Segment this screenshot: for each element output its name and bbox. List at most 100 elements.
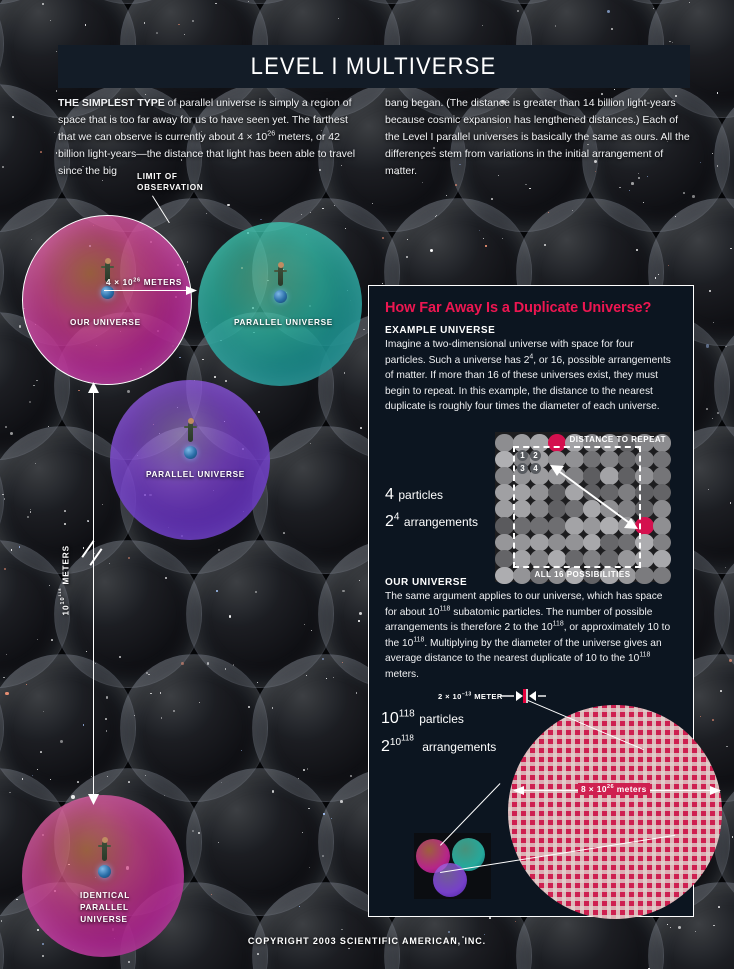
ours-exp-2: 118 [552, 620, 564, 628]
background-star [164, 576, 167, 579]
grid-cell [652, 550, 671, 568]
background-star [447, 931, 450, 933]
ours-exp-1: 118 [439, 605, 451, 613]
background-star [587, 143, 590, 146]
background-star [172, 709, 175, 712]
background-star [40, 151, 42, 153]
background-star [642, 201, 644, 203]
background-star [678, 926, 682, 930]
background-star [321, 129, 323, 131]
background-star [637, 172, 639, 174]
background-star [331, 818, 333, 820]
ours-body-b: subatomic particles. The number of possi… [385, 606, 653, 634]
background-star [341, 661, 343, 663]
limit-label-line1: LIMIT OF [137, 172, 178, 181]
parallel-universe-purple-sphere [110, 380, 270, 540]
background-star [29, 400, 32, 403]
grid-cell [495, 500, 514, 518]
background-star [198, 832, 200, 835]
grid-cell [652, 467, 671, 485]
background-star [430, 248, 434, 252]
background-star [711, 417, 714, 420]
background-star [42, 943, 45, 946]
background-star [202, 358, 205, 361]
grid-cell [565, 566, 584, 585]
figure-head [277, 262, 284, 268]
background-star [635, 249, 638, 252]
example-particles-count: 4 [385, 486, 394, 503]
example-universe-heading: EXAMPLE UNIVERSE [385, 325, 496, 336]
identical-label-line1: IDENTICAL [80, 891, 130, 900]
background-star [322, 855, 325, 858]
background-star [107, 776, 109, 778]
background-star [178, 23, 180, 25]
background-star [489, 916, 491, 919]
background-star [484, 934, 486, 936]
ours-arrangements-word: arrangements [422, 740, 497, 754]
example-particles-equation: 4 particles [385, 486, 443, 504]
grid-cell [600, 450, 619, 469]
example-body-exponent: 4 [529, 353, 534, 361]
grid-cell [530, 533, 549, 552]
page-title: LEVEL I MULTIVERSE [251, 52, 497, 80]
ours-body-c: , or approximately 10 to the 10 [385, 622, 671, 649]
background-star [257, 681, 259, 683]
distance-unit: METERS [61, 545, 71, 585]
background-star [10, 431, 14, 435]
background-star [731, 836, 734, 838]
identical-universe-planet [98, 865, 111, 878]
sixteen-possibilities-diagram: 1 2 3 4 DISTANCE TO REPEAT ALL 16 POSSIB… [495, 432, 671, 585]
identical-universe-figure [98, 837, 111, 863]
background-star [638, 177, 641, 180]
background-star [307, 768, 309, 770]
background-star [42, 2, 45, 5]
ours-body-d: . Multiplying by the diameter of the uni… [385, 637, 662, 665]
background-star [667, 923, 669, 925]
background-star [77, 781, 79, 783]
example-body-a: Imagine a two-dimensional universe with … [385, 339, 634, 366]
background-star [51, 639, 53, 641]
deck-left-text-a: of parallel universe is simply a region … [58, 97, 352, 143]
background-star [689, 1, 691, 4]
diameter-arrow-head-icon [186, 286, 197, 295]
grid-cell [617, 550, 636, 568]
background-star [211, 893, 213, 895]
background-star [308, 867, 310, 869]
background-star [4, 426, 7, 429]
ours-arrangements-equation: 210118 arrangements [381, 734, 497, 756]
background-star [706, 408, 709, 410]
background-star [105, 718, 107, 721]
ours-exp-4: 118 [639, 651, 651, 659]
distance-vertical-label: 1010118 METERS [58, 545, 71, 615]
background-star [217, 842, 219, 844]
background-star [358, 579, 360, 582]
background-star [501, 100, 505, 104]
background-star [213, 376, 216, 379]
parallel-universe-label-1: PARALLEL UNIVERSE [234, 318, 333, 327]
background-star [200, 130, 202, 132]
background-star [606, 9, 611, 14]
intro-deck: THE SIMPLEST TYPE of parallel universe i… [58, 95, 690, 180]
background-star [105, 730, 108, 732]
background-star [309, 443, 311, 445]
background-star [39, 751, 42, 753]
background-star [339, 800, 343, 804]
grid-cell [512, 483, 531, 502]
background-star [459, 163, 461, 166]
grid-cell [530, 550, 549, 568]
limit-of-observation-label: LIMIT OF OBSERVATION [137, 172, 257, 193]
background-star [446, 194, 447, 196]
grid-cell [530, 500, 549, 518]
grid-cell [512, 566, 531, 585]
grid-cell [530, 483, 549, 502]
identical-parallel-universe-sphere [22, 795, 184, 957]
background-star [303, 769, 305, 771]
green-universe-figure [274, 262, 287, 288]
diameter-arrow-shaft [104, 290, 190, 292]
grid-cell [495, 483, 514, 502]
grid-cell [582, 500, 601, 518]
background-star [405, 256, 408, 259]
background-star [436, 215, 438, 216]
distance-arrow-upper [93, 390, 95, 430]
